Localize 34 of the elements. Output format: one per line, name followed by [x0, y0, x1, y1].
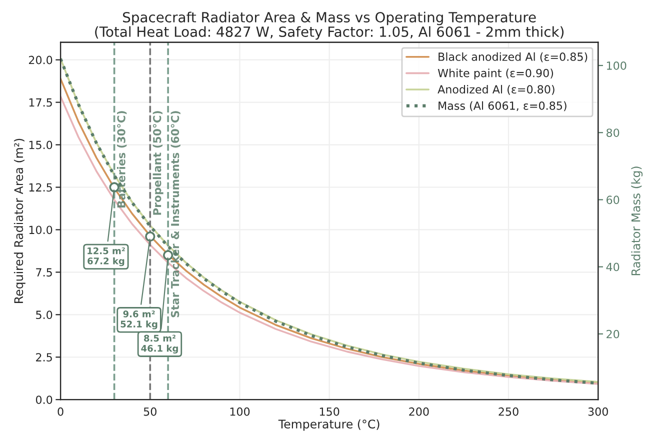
- y2-tick-label: 100: [606, 61, 626, 70]
- y2-tick-label: 60: [606, 196, 620, 204]
- x-tick-label: 250: [498, 407, 518, 416]
- y-tick-label: 20.0: [28, 56, 52, 64]
- legend-label: Black anodized Al (ε=0.85): [438, 52, 588, 62]
- y-axis-title: Required Radiator Area (m²): [14, 138, 26, 303]
- annotation: 8.5 m² 46.1 kg: [141, 334, 178, 354]
- x-tick-label: 200: [409, 407, 429, 416]
- x-axis-title: Temperature (°C): [278, 419, 380, 431]
- annotation: 12.5 m² 67.2 kg: [88, 247, 125, 266]
- legend-label: Mass (Al 6061, ε=0.85): [438, 101, 566, 112]
- y-tick-label: 12.5: [29, 183, 52, 192]
- y2-tick-label: 80: [606, 128, 620, 137]
- x-tick-label: 100: [230, 407, 250, 416]
- legend-label: White paint (ε=0.90): [438, 68, 554, 80]
- y-tick-label: 0.0: [36, 396, 52, 404]
- y-tick-label: 17.5: [29, 98, 52, 107]
- x-tick-label: 0: [58, 407, 64, 416]
- x-tick-label: 50: [144, 407, 156, 416]
- y-tick-label: 5.0: [36, 310, 52, 320]
- y2-tick-label: 40: [606, 262, 620, 272]
- y-tick-label: 2.5: [36, 353, 52, 362]
- y2-tick-label: 20: [606, 330, 620, 338]
- x-tick-label: 150: [320, 407, 340, 416]
- y-tick-label: 7.5: [36, 268, 52, 277]
- chart-title: Spacecraft Radiator Area & Mass vs Operating Temperature (Total Heat Load: 4827 W, Safety Factor: 1.05, Al 6061 - 2mm thick): [95, 12, 564, 40]
- y-tick-label: 15.0: [29, 140, 52, 150]
- ref-line-label: Star Tracker & Instruments (60°C): [170, 111, 180, 318]
- annotation: 9.6 m² 52.1 kg: [120, 310, 158, 330]
- y2-axis-title: Radiator Mass (kg): [631, 166, 643, 276]
- y-tick-label: 10.0: [29, 226, 52, 234]
- x-tick-label: 300: [588, 407, 608, 416]
- legend-label: Anodized Al (ε=0.80): [438, 84, 554, 95]
- ref-line-label: Propellant (50°C): [152, 111, 164, 215]
